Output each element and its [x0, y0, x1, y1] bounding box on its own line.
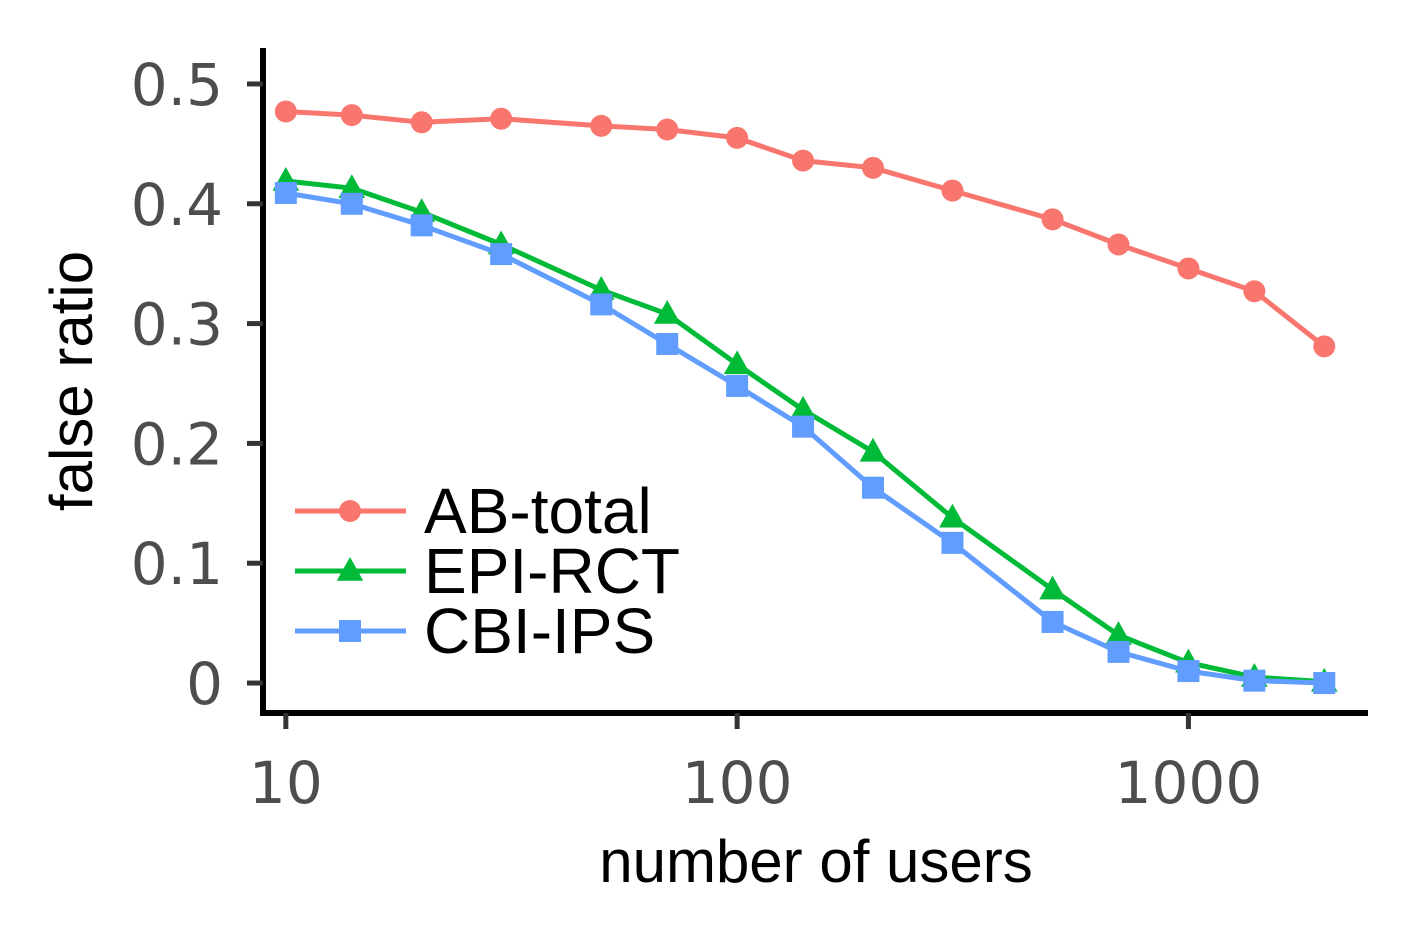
legend-item-ab-total: AB-total	[295, 475, 652, 547]
y-tick-label: 0.2	[131, 410, 223, 478]
legend-item-cbi-ips: CBI-IPS	[295, 595, 655, 667]
data-point-ab-total	[1177, 257, 1200, 280]
data-point-epi-rct	[653, 300, 681, 324]
legend-marker	[339, 500, 361, 522]
data-point-cbi-ips	[590, 293, 613, 316]
legend-label: EPI-RCT	[424, 535, 680, 607]
legend-marker	[336, 557, 364, 581]
data-point-epi-rct	[338, 174, 366, 198]
legend-marker	[339, 620, 361, 642]
y-tick-label: 0.4	[131, 171, 223, 239]
data-point-cbi-ips	[274, 181, 297, 204]
data-point-ab-total	[410, 111, 433, 134]
data-point-cbi-ips	[861, 476, 884, 499]
data-point-ab-total	[792, 149, 815, 172]
series-cbi-ips	[274, 181, 1336, 695]
y-tick-label: 0	[186, 650, 223, 718]
plot-area	[272, 100, 1338, 695]
data-point-cbi-ips	[656, 332, 679, 355]
data-point-cbi-ips	[490, 243, 513, 266]
data-point-ab-total	[941, 179, 964, 202]
data-point-epi-rct	[1039, 575, 1066, 600]
y-tick-label: 0.3	[131, 291, 223, 359]
x-tick-label: 1000	[1115, 749, 1263, 817]
data-point-ab-total	[274, 100, 297, 123]
series-line-ab-total	[285, 109, 1326, 349]
series-ab-total	[274, 100, 1336, 358]
y-tick-label: 0.1	[131, 530, 223, 598]
axes	[260, 48, 1368, 716]
x-tick-label: 10	[249, 749, 323, 817]
data-point-cbi-ips	[410, 214, 433, 237]
data-point-cbi-ips	[1243, 669, 1266, 692]
y-axis-title: false ratio	[38, 251, 105, 511]
data-point-ab-total	[490, 107, 513, 130]
data-point-cbi-ips	[792, 415, 815, 438]
data-point-ab-total	[1041, 208, 1064, 231]
data-point-ab-total	[340, 104, 363, 127]
y-tick-label: 0.5	[131, 51, 223, 119]
data-point-epi-rct	[1105, 621, 1132, 645]
data-point-ab-total	[590, 114, 613, 137]
data-point-epi-rct	[859, 437, 887, 462]
data-point-cbi-ips	[340, 192, 363, 215]
legend-label: AB-total	[424, 475, 652, 547]
data-point-ab-total	[1313, 335, 1336, 358]
data-point-epi-rct	[789, 395, 817, 420]
data-point-ab-total	[861, 156, 884, 179]
data-point-cbi-ips	[726, 374, 749, 397]
legend-label: CBI-IPS	[424, 595, 655, 667]
ticks: 0 0.1 0.2 0.3 0.4 0.5 10 100 1000	[131, 51, 1262, 817]
legend-item-epi-rct: EPI-RCT	[295, 535, 680, 607]
data-point-cbi-ips	[1107, 640, 1130, 663]
data-point-cbi-ips	[1313, 672, 1336, 695]
data-point-cbi-ips	[1041, 610, 1064, 633]
data-point-ab-total	[656, 118, 679, 141]
data-point-epi-rct	[939, 503, 966, 528]
data-point-epi-rct	[723, 350, 751, 375]
data-point-cbi-ips	[1177, 660, 1200, 683]
x-axis-title: number of users	[599, 828, 1033, 895]
data-point-ab-total	[1243, 280, 1266, 303]
data-point-ab-total	[1107, 233, 1130, 256]
x-tick-label: 100	[682, 749, 793, 817]
data-point-ab-total	[726, 126, 749, 149]
data-point-cbi-ips	[941, 531, 964, 554]
